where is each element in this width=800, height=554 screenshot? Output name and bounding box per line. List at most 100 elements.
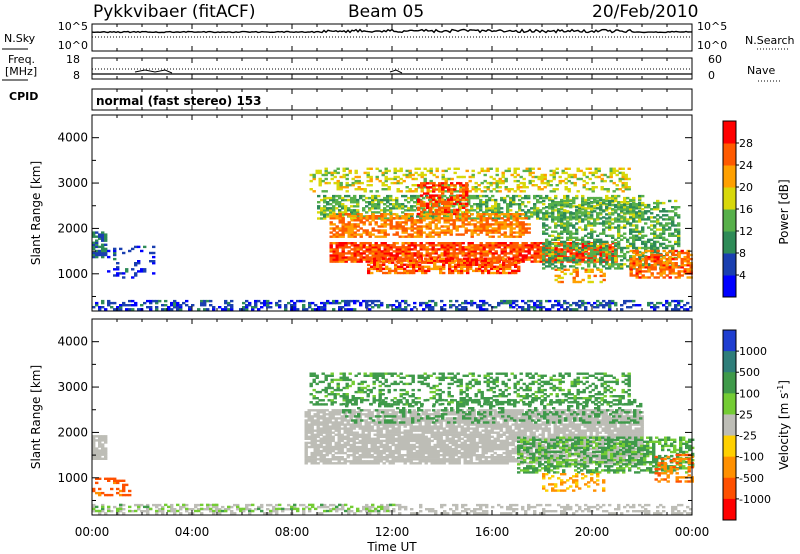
- heatmap-cell: [374, 211, 378, 214]
- heatmap-cell: [515, 231, 519, 234]
- heatmap-cell: [385, 265, 389, 268]
- heatmap-cell: [371, 299, 375, 303]
- heatmap-cell: [389, 246, 393, 249]
- heatmap-cell: [497, 223, 501, 226]
- heatmap-cell: [662, 304, 666, 307]
- heatmap-cell: [509, 235, 513, 238]
- heatmap-cell: [362, 258, 366, 261]
- heatmap-cell: [407, 304, 411, 307]
- heatmap-cell: [671, 257, 675, 261]
- heatmap-cell: [417, 212, 421, 216]
- heatmap-cell: [248, 301, 252, 305]
- heatmap-cell: [555, 184, 559, 187]
- heatmap-cell: [335, 508, 339, 511]
- heatmap-cell: [353, 248, 357, 251]
- heatmap-cell: [434, 215, 438, 218]
- heatmap-cell: [551, 246, 555, 250]
- heatmap-cell: [371, 198, 375, 202]
- heatmap-cell: [617, 263, 621, 266]
- heatmap-cell: [653, 230, 657, 233]
- heatmap-cell: [554, 268, 558, 271]
- heatmap-cell: [420, 204, 424, 207]
- heatmap-cell: [638, 203, 642, 207]
- heatmap-cell: [659, 216, 663, 219]
- heatmap-cell: [509, 304, 513, 307]
- heatmap-cell: [558, 175, 562, 179]
- heatmap-cell: [482, 503, 486, 507]
- heatmap-cell: [449, 217, 453, 220]
- heatmap-cell: [542, 230, 546, 233]
- heatmap-cell: [391, 259, 395, 262]
- heatmap-cell: [512, 227, 516, 230]
- heatmap-cell: [409, 271, 413, 275]
- heatmap-cell: [482, 219, 486, 222]
- heatmap-cell: [617, 255, 621, 258]
- heatmap-cell: [95, 304, 99, 307]
- heatmap-cell: [502, 271, 506, 275]
- heatmap-cell: [485, 217, 489, 220]
- heatmap-cell: [530, 211, 534, 214]
- heatmap-cell: [254, 299, 258, 303]
- heatmap-cell: [185, 304, 189, 307]
- heatmap-cell: [382, 263, 386, 266]
- heatmap-cell: [524, 215, 528, 218]
- heatmap-cell: [95, 255, 99, 259]
- heatmap-cell: [605, 510, 609, 513]
- heatmap-cell: [335, 227, 339, 230]
- heatmap-cell: [488, 235, 492, 238]
- heatmap-cell: [383, 242, 387, 245]
- heatmap-cell: [425, 227, 429, 230]
- heatmap-cell: [423, 208, 427, 212]
- heatmap-cell: [185, 507, 189, 511]
- heatmap-cell: [356, 205, 360, 208]
- heatmap-cell: [494, 223, 498, 226]
- heatmap-cell: [533, 194, 537, 198]
- heatmap-cell: [653, 201, 657, 205]
- heatmap-cell: [533, 510, 537, 513]
- heatmap-cell: [444, 179, 448, 183]
- heatmap-cell: [569, 246, 573, 250]
- heatmap-cell: [356, 509, 360, 513]
- heatmap-cell: [469, 263, 473, 266]
- heatmap-cell: [671, 512, 675, 515]
- heatmap-cell: [350, 209, 354, 212]
- heatmap-cell: [650, 268, 654, 271]
- heatmap-cell: [599, 238, 603, 241]
- heatmap-cell: [533, 207, 537, 210]
- heatmap-cell: [503, 227, 507, 230]
- heatmap-cell: [488, 252, 492, 255]
- heatmap-cell: [158, 299, 162, 303]
- heatmap-cell: [266, 512, 270, 515]
- heatmap-cell: [293, 304, 297, 307]
- heatmap-cell: [509, 198, 513, 202]
- heatmap-cell: [463, 261, 467, 264]
- heatmap-cell: [656, 276, 660, 279]
- heatmap-cell: [635, 203, 639, 206]
- heatmap-cell: [504, 177, 508, 181]
- heatmap-cell: [377, 207, 381, 210]
- heatmap-cell: [668, 260, 672, 263]
- heatmap-cell: [464, 306, 468, 309]
- heatmap-cell: [444, 206, 448, 209]
- heatmap-cell: [104, 251, 108, 255]
- heatmap-cell: [434, 248, 438, 251]
- heatmap-cell: [677, 276, 681, 279]
- heatmap-cell: [329, 508, 333, 511]
- heatmap-cell: [137, 262, 141, 265]
- heatmap-cell: [545, 194, 549, 198]
- heatmap-cell: [431, 308, 435, 311]
- heatmap-cell: [383, 196, 387, 200]
- heatmap-cell: [557, 280, 561, 284]
- heatmap-cell: [92, 503, 96, 507]
- heatmap-cell: [452, 225, 456, 228]
- heatmap-cell: [539, 512, 543, 515]
- heatmap-cell: [641, 242, 645, 246]
- heatmap-cell: [459, 184, 463, 187]
- heatmap-cell: [498, 186, 502, 189]
- heatmap-cell: [443, 198, 447, 202]
- heatmap-cell: [536, 217, 540, 220]
- heatmap-cell: [502, 257, 506, 260]
- heatmap-cell: [629, 260, 633, 263]
- heatmap-cell: [521, 248, 525, 251]
- heatmap-cell: [329, 221, 333, 224]
